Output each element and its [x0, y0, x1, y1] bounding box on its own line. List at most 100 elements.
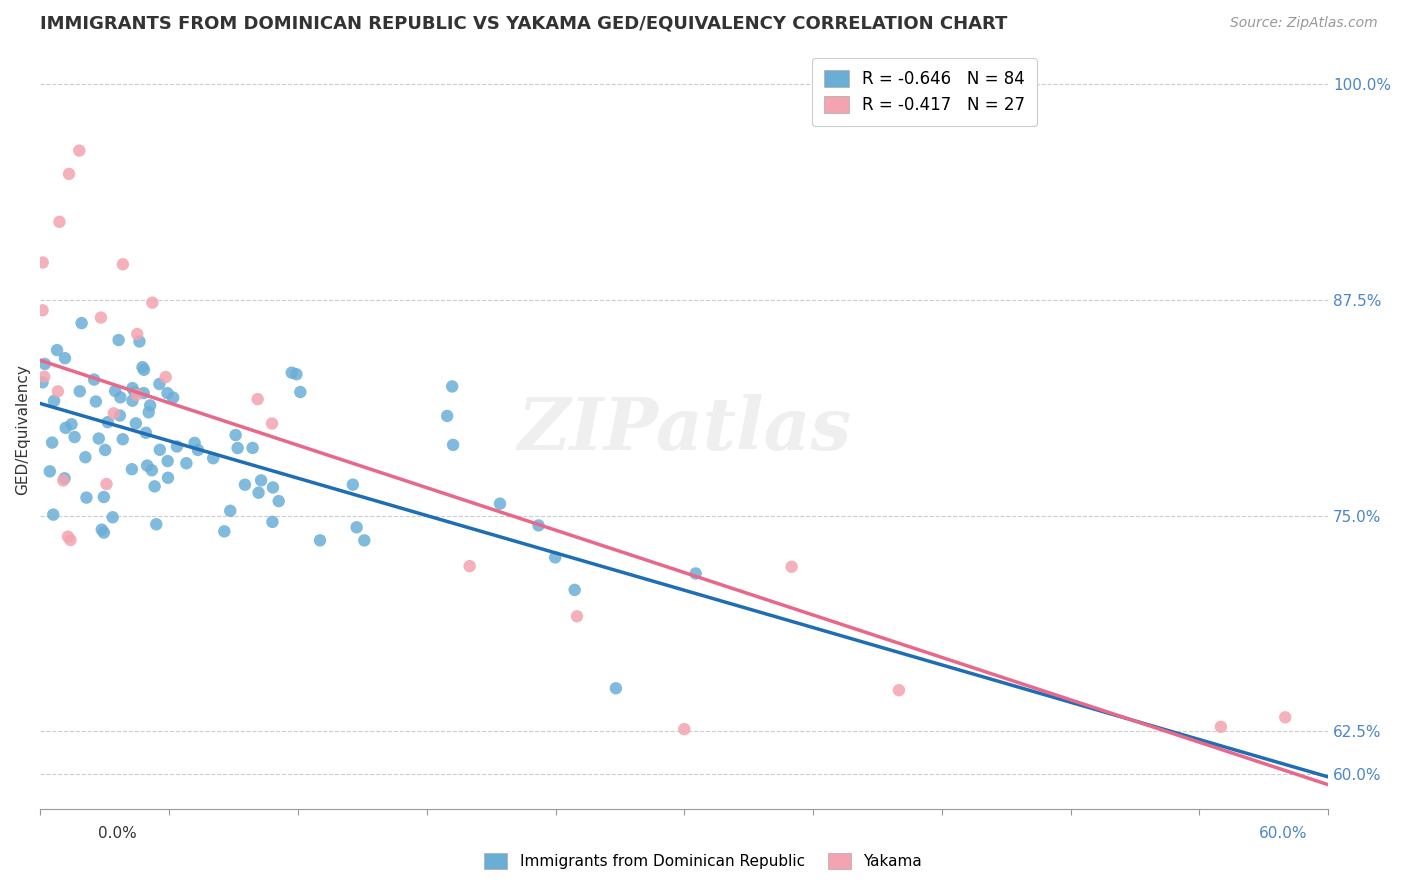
Point: [96, 477, 118, 491]
Point: [121, 393, 143, 408]
Point: [69, 384, 91, 399]
Point: [111, 432, 134, 446]
Point: [42, 393, 65, 408]
Point: [97, 415, 120, 429]
Point: [125, 388, 148, 402]
Point: [67, 144, 90, 158]
Point: [156, 454, 179, 468]
Point: [56, 530, 79, 544]
Point: [250, 474, 273, 488]
Point: [55, 421, 77, 435]
Point: [489, 497, 512, 511]
Point: [233, 477, 256, 491]
Point: [149, 442, 172, 457]
Point: [309, 533, 332, 548]
Point: [290, 385, 312, 400]
Point: [31, 376, 53, 390]
Point: [59, 533, 82, 547]
Legend: Immigrants from Dominican Republic, Yakama: Immigrants from Dominican Republic, Yaka…: [478, 847, 928, 875]
Point: [38, 464, 60, 478]
Point: [136, 458, 159, 473]
Point: [145, 517, 167, 532]
Point: [70, 316, 93, 330]
Point: [156, 471, 179, 485]
Point: [34, 369, 56, 384]
Point: [132, 386, 155, 401]
Point: [75, 450, 97, 465]
Point: [141, 295, 163, 310]
Point: [46, 384, 69, 399]
Point: [202, 451, 225, 466]
Point: [225, 428, 247, 442]
Point: [346, 520, 368, 534]
Point: [247, 485, 270, 500]
Point: [262, 515, 284, 529]
Point: [31, 303, 53, 318]
Point: [155, 370, 177, 384]
Point: [262, 480, 284, 494]
Point: [93, 490, 115, 504]
Point: [127, 326, 149, 341]
Point: [441, 379, 464, 393]
Point: [125, 417, 148, 431]
Point: [90, 310, 112, 325]
Point: [527, 518, 550, 533]
Point: [42, 508, 65, 522]
Point: [1274, 710, 1296, 724]
Text: ZIPatlas: ZIPatlas: [517, 394, 852, 465]
Point: [94, 442, 117, 457]
Point: [111, 257, 134, 271]
Point: [53, 351, 76, 366]
Point: [110, 390, 132, 404]
Point: [60, 417, 83, 432]
Point: [176, 456, 198, 470]
Point: [107, 333, 129, 347]
Point: [101, 510, 124, 524]
Point: [128, 334, 150, 349]
Point: [63, 430, 86, 444]
Point: [353, 533, 375, 548]
Point: [58, 167, 80, 181]
Y-axis label: GED/Equivalency: GED/Equivalency: [15, 364, 30, 495]
Point: [605, 681, 627, 696]
Point: [458, 559, 481, 574]
Point: [52, 474, 75, 488]
Point: [121, 462, 143, 476]
Text: IMMIGRANTS FROM DOMINICAN REPUBLIC VS YAKAMA GED/EQUIVALENCY CORRELATION CHART: IMMIGRANTS FROM DOMINICAN REPUBLIC VS YA…: [41, 15, 1008, 33]
Point: [90, 523, 112, 537]
Text: 0.0%: 0.0%: [98, 827, 138, 841]
Point: [139, 398, 162, 412]
Point: [132, 363, 155, 377]
Point: [93, 525, 115, 540]
Point: [156, 386, 179, 401]
Point: [544, 550, 567, 565]
Point: [143, 479, 166, 493]
Point: [124, 385, 146, 400]
Point: [84, 394, 107, 409]
Point: [285, 368, 308, 382]
Legend: R = -0.646   N = 84, R = -0.417   N = 27: R = -0.646 N = 84, R = -0.417 N = 27: [811, 58, 1036, 126]
Point: [887, 683, 910, 698]
Point: [219, 504, 242, 518]
Point: [121, 381, 143, 395]
Point: [103, 406, 125, 420]
Point: [226, 441, 249, 455]
Point: [53, 471, 76, 485]
Point: [87, 432, 110, 446]
Point: [565, 609, 588, 624]
Point: [187, 442, 209, 457]
Point: [281, 366, 304, 380]
Point: [166, 440, 188, 454]
Point: [141, 463, 163, 477]
Point: [162, 391, 184, 405]
Point: [673, 722, 696, 736]
Point: [436, 409, 458, 423]
Point: [246, 392, 269, 406]
Point: [104, 384, 127, 398]
Point: [214, 524, 236, 539]
Point: [564, 582, 586, 597]
Point: [131, 360, 153, 375]
Point: [1209, 720, 1232, 734]
Point: [31, 255, 53, 269]
Point: [138, 405, 160, 419]
